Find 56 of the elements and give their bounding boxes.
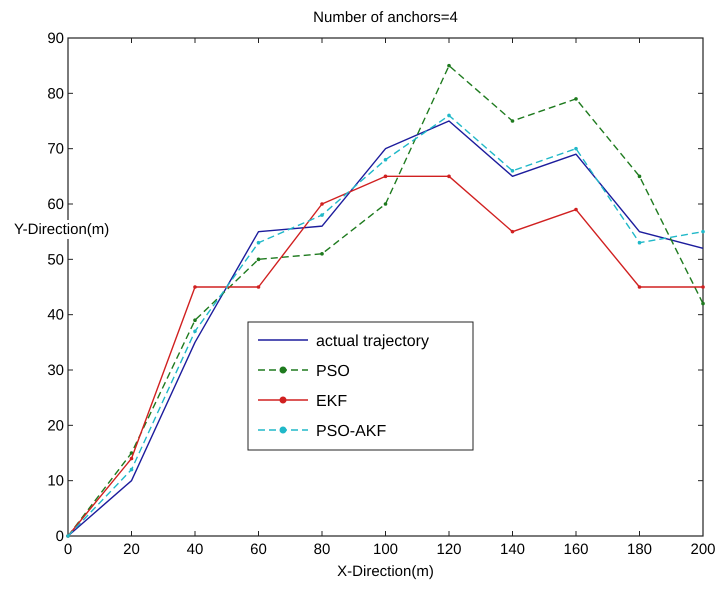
point (574, 208, 578, 212)
legend-label: EKF (316, 393, 348, 410)
point (256, 258, 260, 262)
y-tick-label: 80 (47, 85, 64, 102)
point (193, 285, 197, 289)
point (384, 174, 388, 178)
y-tick-label: 20 (47, 417, 64, 434)
point (701, 285, 705, 289)
point (638, 240, 642, 245)
point (320, 202, 324, 206)
x-tick-label: 180 (626, 541, 652, 558)
x-tick-label: 200 (690, 541, 716, 558)
x-tick-label: 160 (563, 541, 589, 558)
point (447, 114, 451, 118)
point (320, 252, 324, 256)
point (256, 285, 260, 289)
point (193, 329, 197, 334)
point (638, 174, 642, 178)
x-tick-label: 120 (436, 541, 462, 558)
point (256, 240, 260, 245)
point (574, 97, 578, 101)
y-tick-label: 10 (47, 472, 64, 490)
point (510, 230, 514, 234)
point (510, 119, 514, 123)
point (701, 302, 705, 306)
point (447, 64, 451, 68)
point (130, 468, 134, 472)
point (384, 158, 388, 162)
legend-label: PSO (316, 363, 350, 380)
point (130, 456, 134, 460)
point (193, 318, 197, 322)
y-tick-label: 60 (47, 196, 64, 213)
y-tick-label: 40 (47, 306, 64, 324)
x-tick-label: 60 (250, 541, 267, 558)
y-tick-label: 30 (47, 362, 64, 379)
chart-title: Number of anchors=4 (313, 9, 458, 26)
x-tick-label: 20 (123, 541, 140, 558)
y-tick-label: 90 (47, 30, 64, 47)
point (320, 213, 324, 217)
y-axis-title: Y-Direction(m) (14, 221, 110, 238)
point (701, 230, 705, 234)
y-tick-label: 0 (56, 528, 64, 545)
y-tick-label: 50 (47, 251, 64, 268)
x-tick-label: 80 (314, 541, 330, 558)
point (574, 146, 578, 150)
x-tick-label: 140 (500, 541, 526, 558)
legend-label: actual trajectory (316, 333, 429, 350)
x-axis-title: X-Direction(m) (337, 563, 434, 580)
y-tick-label: 70 (47, 140, 64, 158)
point (638, 285, 642, 289)
x-tick-label: 40 (186, 541, 204, 558)
x-tick-label: 100 (372, 541, 398, 558)
point (447, 174, 451, 178)
point (510, 169, 514, 173)
legend-label: PSO-AKF (316, 423, 386, 440)
point (384, 202, 388, 206)
